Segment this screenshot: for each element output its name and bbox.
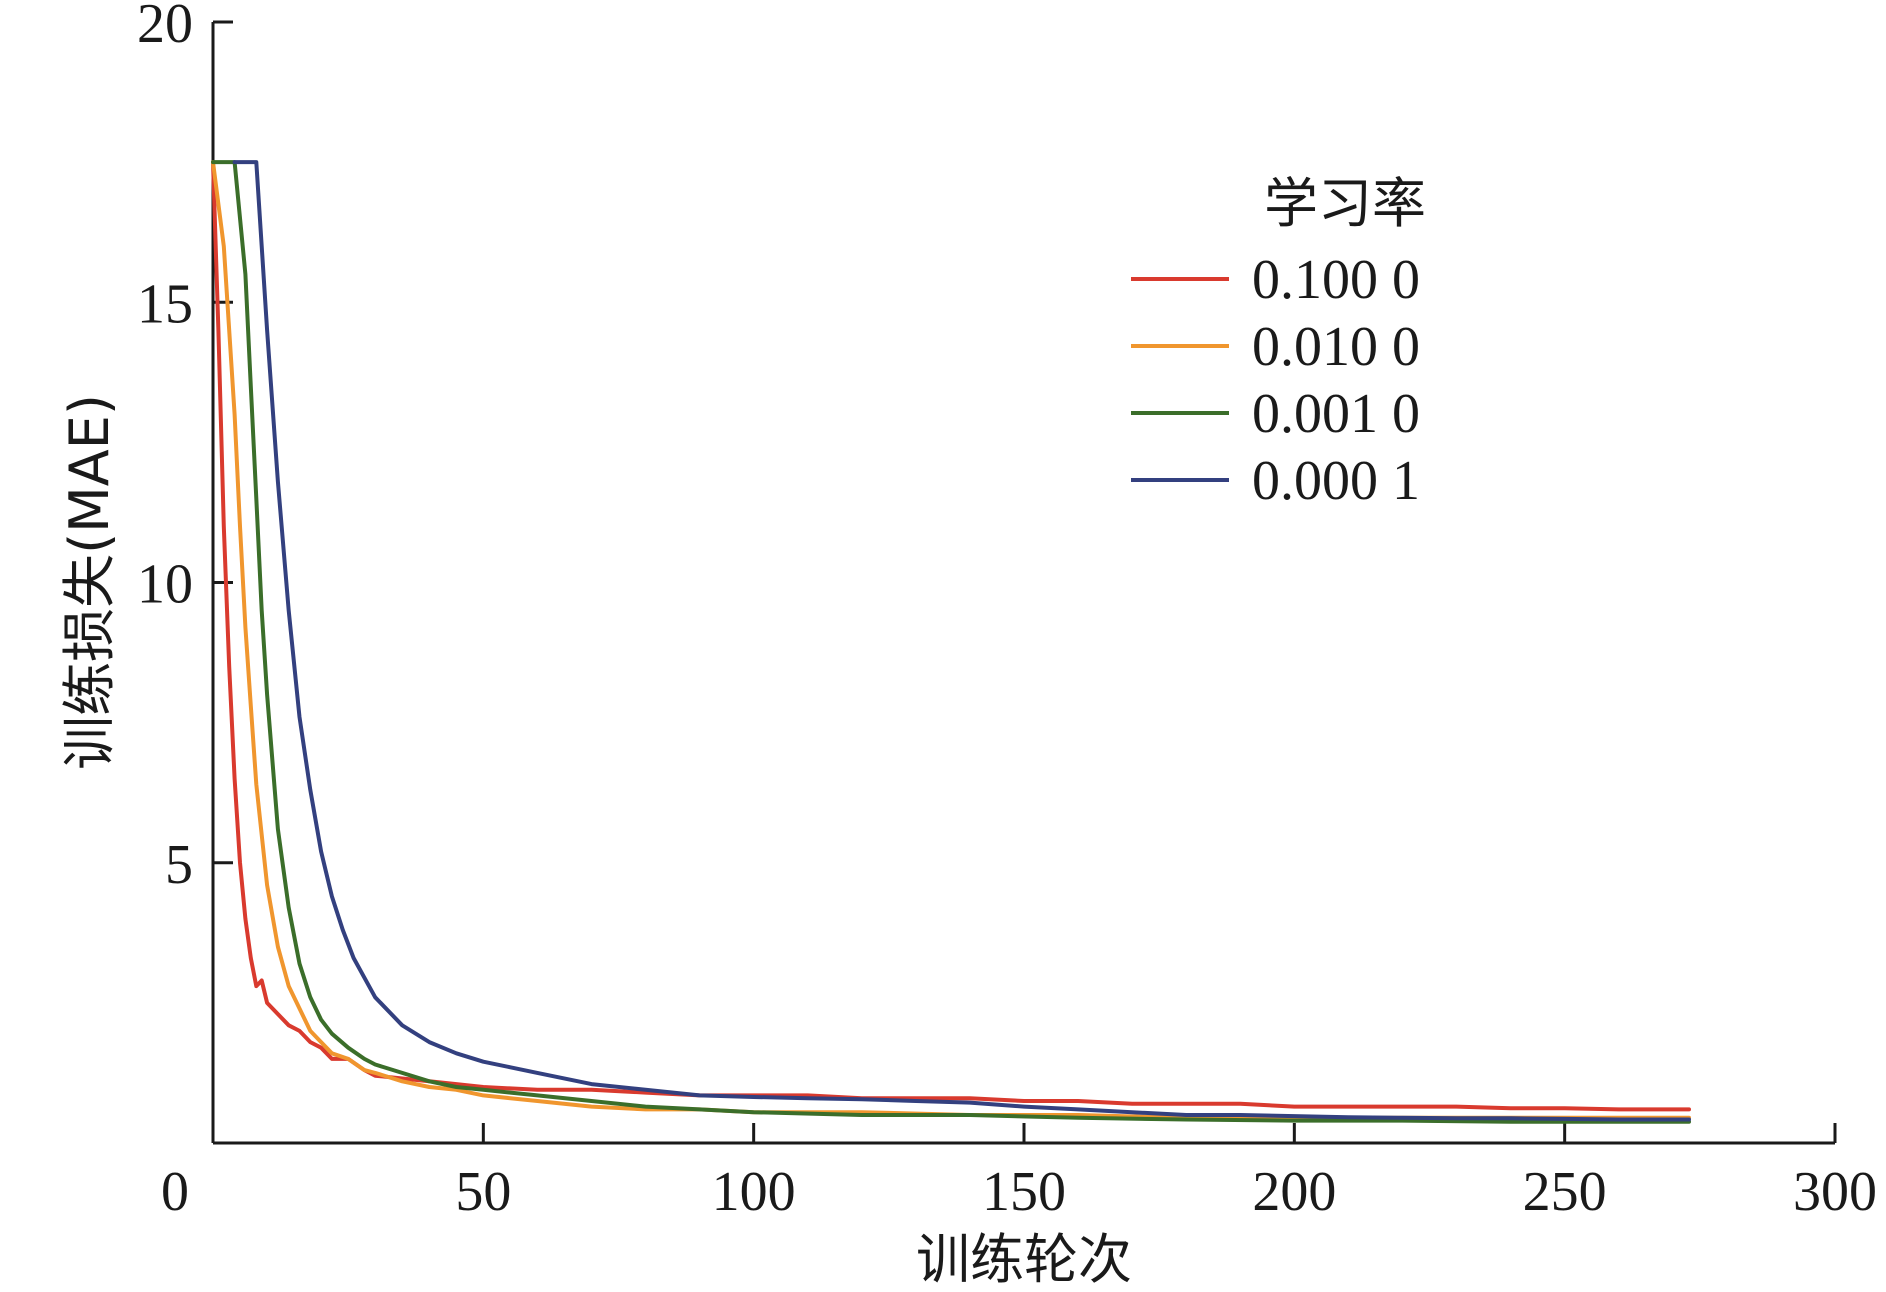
series-line-3 xyxy=(211,160,1691,1124)
ticks: 0 50 100 150 200 250 300 5 10 15 20 xyxy=(137,0,1877,1223)
legend: 学习率 0.100 00.010 00.001 00.000 1 xyxy=(1131,172,1426,512)
series-line-4 xyxy=(232,160,1691,1122)
y-tick-label: 10 xyxy=(137,554,193,616)
x-tick-label: 150 xyxy=(982,1161,1066,1223)
legend-label: 0.000 1 xyxy=(1252,450,1420,512)
series-line-1 xyxy=(211,160,1691,1112)
series-line-2 xyxy=(211,160,1691,1120)
x-tick-label: 250 xyxy=(1523,1161,1607,1223)
legend-item: 0.100 0 xyxy=(1131,249,1420,311)
y-tick-label: 20 xyxy=(137,0,193,55)
legend-title: 学习率 xyxy=(1264,172,1426,235)
y-axis-title: 训练损失(MAE) xyxy=(58,394,121,770)
x-tick-label: 300 xyxy=(1793,1161,1877,1223)
y-tick-label: 15 xyxy=(137,273,193,335)
legend-item: 0.010 0 xyxy=(1131,316,1420,378)
x-axis-title: 训练轮次 xyxy=(916,1228,1132,1291)
legend-item: 0.000 1 xyxy=(1131,450,1420,512)
x-tick-label: 100 xyxy=(712,1161,796,1223)
legend-label: 0.010 0 xyxy=(1252,316,1420,378)
legend-label: 0.100 0 xyxy=(1252,249,1420,311)
x-tick-label: 0 xyxy=(161,1161,189,1223)
x-tick-label: 200 xyxy=(1252,1161,1336,1223)
legend-item: 0.001 0 xyxy=(1131,383,1420,445)
y-tick-label: 5 xyxy=(165,834,193,896)
axes xyxy=(211,22,1835,1145)
series-lines xyxy=(211,160,1691,1124)
legend-label: 0.001 0 xyxy=(1252,383,1420,445)
x-tick-label: 50 xyxy=(455,1161,511,1223)
